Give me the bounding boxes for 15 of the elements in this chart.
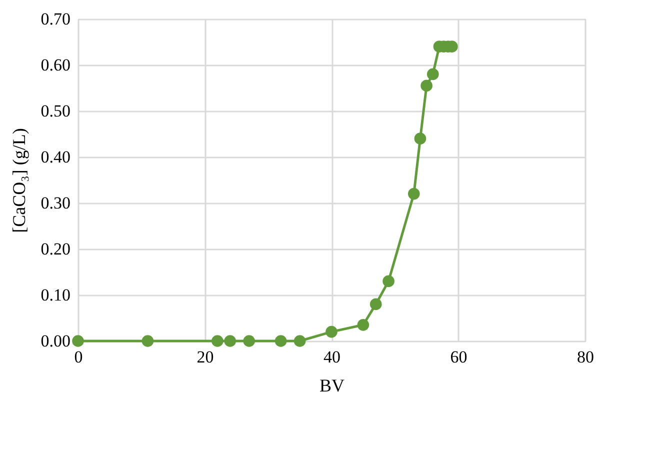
y-tick-label: 0.60 [40, 56, 70, 74]
x-tick-label: 80 [577, 348, 594, 366]
y-tick-label: 0.50 [40, 102, 70, 120]
x-tick-label: 20 [196, 348, 214, 366]
x-tick-label: 40 [324, 348, 340, 366]
x-axis-title: BV [319, 376, 345, 396]
x-tick-label: 0 [74, 348, 83, 366]
y-tick-label: 0.20 [40, 240, 70, 258]
y-tick-label: 0.70 [40, 10, 70, 28]
y-tick-label: 0.00 [40, 332, 70, 350]
y-tick-label: 0.40 [40, 148, 70, 166]
y-tick-label: 0.10 [40, 286, 70, 304]
y-axis-title: [CaCO₃] (g/L) [8, 128, 29, 233]
x-tick-label: 60 [450, 348, 468, 366]
y-tick-label: 0.30 [40, 194, 70, 212]
